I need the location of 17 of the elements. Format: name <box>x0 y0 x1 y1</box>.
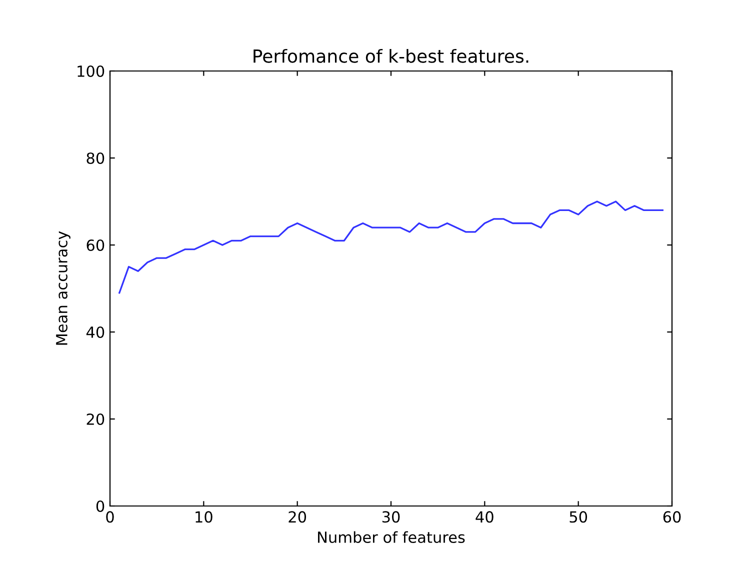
x-tick-label: 40 <box>476 511 494 523</box>
y-tick-label: 80 <box>86 152 104 164</box>
x-tick-label: 60 <box>663 511 681 523</box>
x-tick-label: 10 <box>196 511 212 523</box>
y-axis-title: Mean accuracy <box>56 231 70 345</box>
y-tick-label: 20 <box>86 413 104 426</box>
x-tick-label: 20 <box>288 511 306 523</box>
x-tick-label: 30 <box>382 511 400 523</box>
line-series <box>118 200 664 294</box>
x-tick-label: 50 <box>570 511 588 523</box>
x-axis-title: Number of features <box>318 531 465 544</box>
y-tick-label: 60 <box>86 239 104 252</box>
y-tick-label: 100 <box>78 65 104 78</box>
y-tick-label: 40 <box>86 326 104 338</box>
x-tick-label: 0 <box>106 511 114 523</box>
y-tick-label: 0 <box>96 500 104 512</box>
chart-title: Perfomance of k-best features. <box>254 48 528 63</box>
